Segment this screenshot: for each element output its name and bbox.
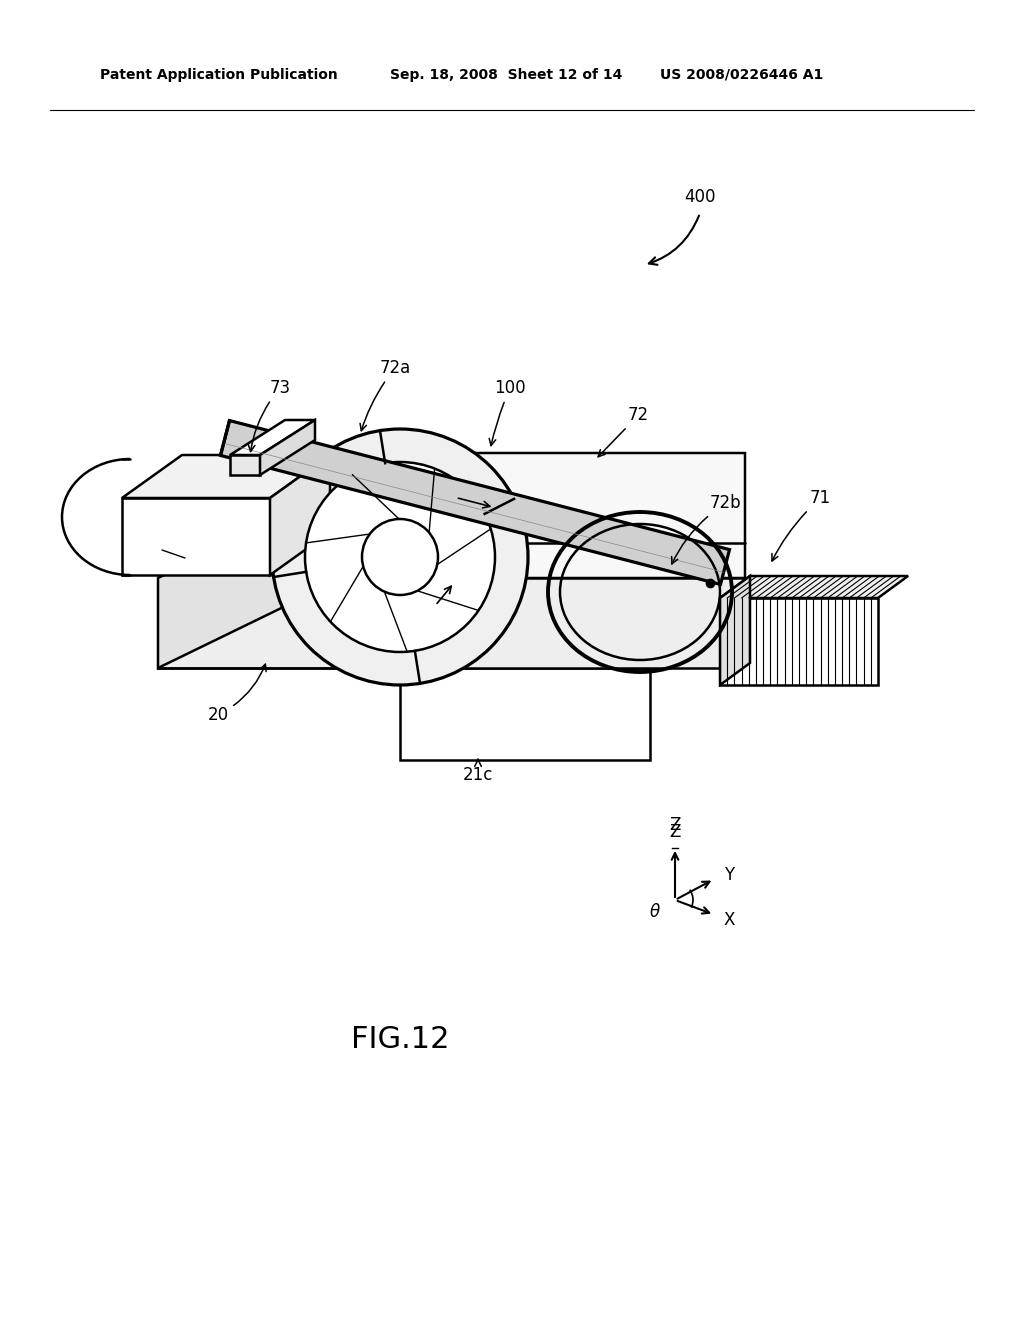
Polygon shape: [230, 455, 260, 475]
Text: θ: θ: [650, 903, 660, 921]
Text: 100: 100: [489, 379, 525, 446]
Text: 20: 20: [208, 664, 266, 723]
Text: 10: 10: [134, 541, 155, 558]
Text: US 2008/0226446 A1: US 2008/0226446 A1: [660, 69, 823, 82]
Text: Patent Application Publication: Patent Application Publication: [100, 69, 338, 82]
Text: 400: 400: [684, 187, 716, 206]
Polygon shape: [158, 578, 745, 668]
Polygon shape: [270, 455, 330, 576]
Polygon shape: [220, 421, 729, 585]
Text: 72a: 72a: [360, 359, 411, 430]
Text: 73: 73: [248, 379, 291, 451]
Text: 21c: 21c: [463, 759, 494, 784]
Polygon shape: [260, 420, 315, 475]
Polygon shape: [720, 576, 750, 685]
Text: 71: 71: [772, 488, 831, 561]
Polygon shape: [122, 498, 270, 576]
Polygon shape: [400, 668, 650, 760]
Polygon shape: [158, 453, 415, 668]
Polygon shape: [720, 598, 878, 685]
Polygon shape: [158, 453, 745, 578]
Polygon shape: [230, 420, 315, 455]
Circle shape: [272, 429, 528, 685]
Text: 72: 72: [598, 407, 649, 457]
Text: X: X: [724, 911, 735, 928]
Text: Sep. 18, 2008  Sheet 12 of 14: Sep. 18, 2008 Sheet 12 of 14: [390, 69, 623, 82]
Circle shape: [305, 462, 495, 652]
Text: 72b: 72b: [672, 494, 741, 564]
Polygon shape: [122, 455, 330, 498]
Circle shape: [362, 519, 438, 595]
Polygon shape: [720, 576, 908, 598]
Text: Z: Z: [670, 816, 681, 834]
Text: Z: Z: [670, 822, 681, 841]
Text: FIG.12: FIG.12: [351, 1026, 450, 1055]
Polygon shape: [400, 649, 678, 668]
Text: Y: Y: [724, 866, 734, 884]
